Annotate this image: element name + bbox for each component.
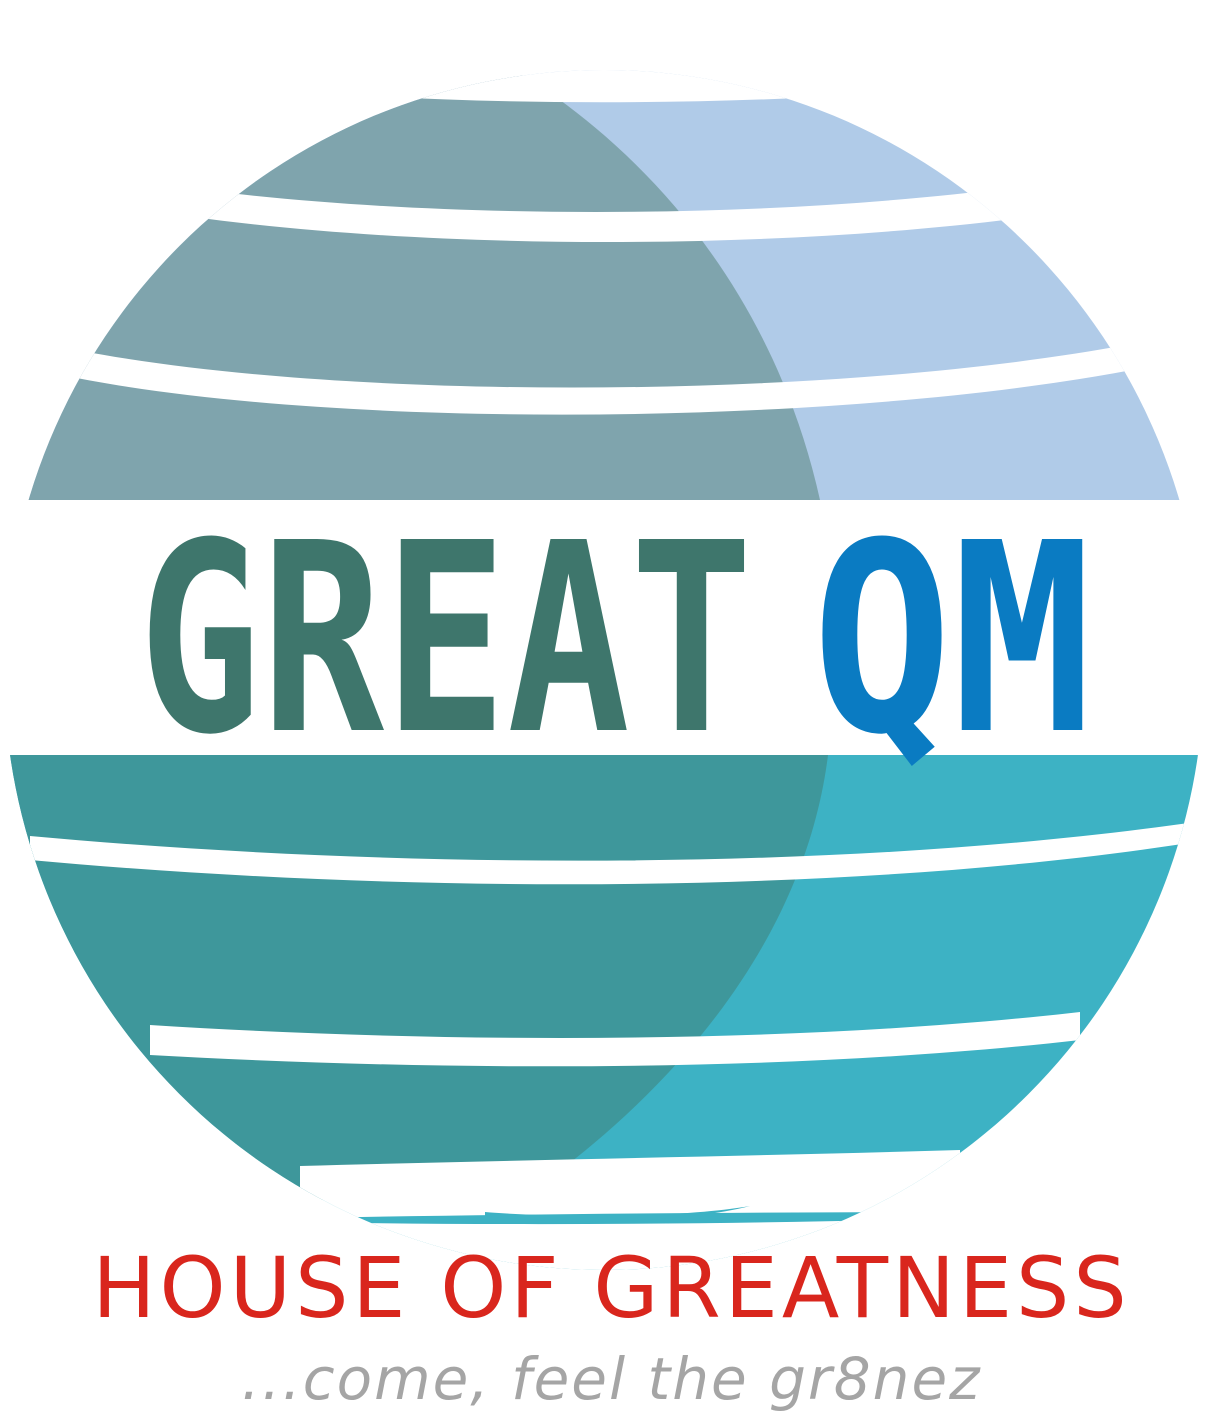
globe-band: [160, 180, 1065, 243]
brand-word-great: GREAT: [138, 487, 753, 792]
globe-top-left: [4, 70, 820, 500]
slogan: ...come, feel the gr8nez: [241, 1345, 982, 1413]
globe-band: [300, 1218, 960, 1270]
brand-word-qm: QM: [812, 487, 1092, 792]
globe-band: [300, 1150, 960, 1218]
globe-band: [300, 70, 935, 103]
globe-band: [150, 1012, 1080, 1067]
globe-band: [40, 334, 1180, 415]
globe-band: [30, 822, 1195, 885]
globe-sliver: [485, 1206, 750, 1222]
tagline: HOUSE OF GREATNESS: [92, 1239, 1131, 1337]
